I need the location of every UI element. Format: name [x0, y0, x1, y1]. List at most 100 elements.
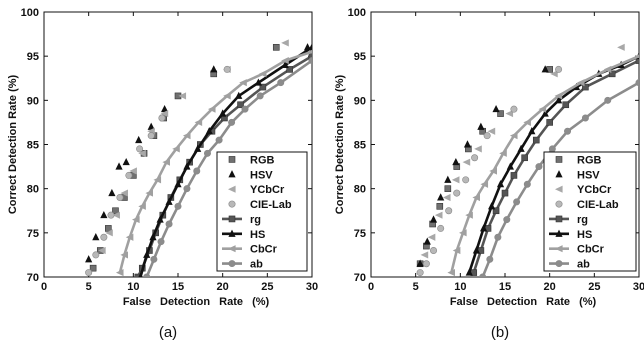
data-point [194, 144, 202, 152]
data-point [635, 54, 639, 59]
legend-label: HS [577, 229, 592, 241]
legend-label: HSV [250, 169, 273, 181]
data-point [235, 91, 243, 99]
data-point [554, 92, 563, 100]
data-point [165, 197, 173, 205]
legend-marker [228, 260, 236, 268]
data-point [138, 149, 146, 157]
legend-marker [555, 170, 563, 178]
x-tick-label: 10 [454, 281, 466, 293]
y-tick-label: 90 [354, 95, 366, 107]
data-point [172, 145, 180, 153]
data-point [147, 132, 155, 140]
data-point [256, 92, 264, 100]
data-point [223, 92, 231, 100]
data-point [116, 194, 124, 202]
data-point [459, 229, 467, 237]
legend-marker [555, 156, 563, 163]
data-point [125, 171, 133, 179]
data-point [416, 269, 424, 277]
data-point [241, 105, 249, 113]
data-point [203, 149, 211, 157]
data-point [576, 79, 585, 87]
data-point [564, 127, 572, 135]
y-tick-label: 75 [354, 228, 366, 240]
data-point [541, 109, 549, 117]
data-point [85, 269, 93, 277]
data-point [538, 105, 547, 113]
y-tick-label: 75 [27, 228, 39, 240]
data-point [207, 105, 216, 113]
data-point [105, 229, 113, 237]
data-point [437, 224, 445, 232]
data-point [510, 172, 518, 179]
data-point [416, 259, 424, 267]
data-point [182, 132, 191, 140]
data-point [437, 193, 445, 201]
data-point [555, 96, 563, 104]
legend-label: HS [250, 229, 265, 241]
data-point [528, 127, 536, 135]
data-point [136, 145, 144, 153]
data-point [100, 233, 108, 241]
legend-marker [228, 170, 236, 178]
y-tick-label: 80 [27, 184, 39, 196]
data-point [183, 162, 191, 170]
y-tick-label: 85 [354, 140, 366, 152]
y-tick-label: 70 [354, 272, 366, 284]
data-point [308, 43, 312, 51]
data-point [115, 162, 123, 170]
legend-label: rg [250, 214, 261, 226]
x-tick-label: 25 [261, 281, 273, 293]
data-point [546, 119, 553, 126]
data-point [477, 122, 485, 130]
legend-label: CbCr [577, 244, 605, 256]
data-point [604, 96, 612, 104]
data-point [521, 154, 528, 162]
x-tick-label: 15 [499, 281, 511, 293]
data-point [465, 268, 473, 276]
series-ycbcr [420, 43, 625, 259]
data-point [277, 79, 285, 87]
y-tick-label: 70 [27, 272, 39, 284]
data-point [434, 211, 443, 219]
y-tick-label: 95 [27, 51, 39, 63]
data-point [107, 211, 115, 219]
data-point [541, 65, 549, 73]
data-point [89, 264, 97, 272]
data-point [132, 215, 140, 224]
data-point [112, 211, 120, 219]
data-point [219, 109, 227, 117]
y-tick-label: 80 [354, 184, 366, 196]
data-point [157, 238, 165, 246]
legend: RGB HSV YCbCr CIE-Lab rg HS CbCr ab [216, 151, 308, 272]
data-point [453, 189, 461, 197]
panel-label-a: (a) [159, 324, 177, 341]
data-point [483, 132, 491, 140]
data-point [474, 145, 482, 153]
data-point [472, 193, 481, 202]
data-point [420, 251, 429, 259]
y-axis-label: Correct Detection Rate (%) [7, 74, 19, 214]
data-point [143, 250, 151, 258]
data-point [174, 180, 182, 188]
chart-panel-a: 0 5 10 15 20 25 30 70 75 80 85 90 95 100 False Detecti… [7, 7, 318, 308]
data-point [550, 70, 558, 78]
data-point [509, 132, 518, 140]
data-point [272, 44, 280, 51]
data-point [120, 251, 128, 259]
data-point [492, 104, 500, 113]
legend-label: rg [577, 214, 588, 226]
x-tick-label: 25 [588, 281, 600, 293]
data-point [462, 176, 470, 184]
data-point [258, 70, 267, 78]
data-point [138, 272, 143, 277]
data-point [444, 175, 452, 183]
data-point [147, 122, 155, 130]
data-point [494, 233, 502, 241]
legend-label: RGB [577, 154, 602, 166]
data-point [423, 237, 431, 245]
data-point [499, 149, 507, 157]
x-tick-label: 0 [368, 281, 374, 293]
data-point [492, 207, 500, 215]
